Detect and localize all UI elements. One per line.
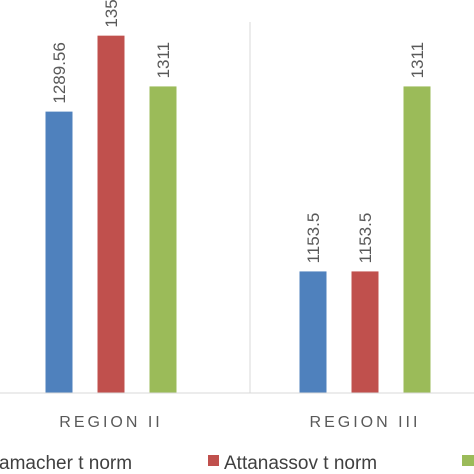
data-label-series3-cat1: 1311: [154, 42, 173, 79]
category-label-2: REGION III: [310, 414, 421, 431]
bars-layer: [45, 35, 431, 393]
data-label-series2-cat2: 1153.5: [356, 213, 375, 264]
legend-swatch-attanassov: [208, 455, 219, 466]
legend-label-hamacher: amacher t norm: [0, 453, 132, 474]
data-label-series1-cat2: 1153.5: [304, 213, 323, 264]
legend-label-attanassov: Attanassov t norm: [224, 453, 377, 474]
data-label-series2-cat1: 1354.23: [102, 0, 121, 28]
bar-series3-cat1: [149, 86, 177, 393]
data-label-series1-cat1: 1289.56: [50, 42, 69, 103]
bar-series2-cat2: [351, 271, 379, 393]
data-label-series3-cat2: 1311: [408, 42, 427, 79]
bar-series1-cat2: [299, 271, 327, 393]
category-label-1: REGION II: [59, 414, 162, 431]
bar-series1-cat1: [45, 111, 73, 393]
value-labels-layer: 1289.56 1354.23 1311 1153.5 1153.5 1311: [50, 0, 427, 263]
bar-series2-cat1: [97, 35, 125, 393]
bar-series3-cat2: [403, 86, 431, 393]
legend: amacher t norm Attanassov t norm: [0, 453, 474, 474]
legend-swatch-series3: [462, 455, 474, 466]
category-labels-layer: REGION II REGION III: [59, 414, 421, 431]
